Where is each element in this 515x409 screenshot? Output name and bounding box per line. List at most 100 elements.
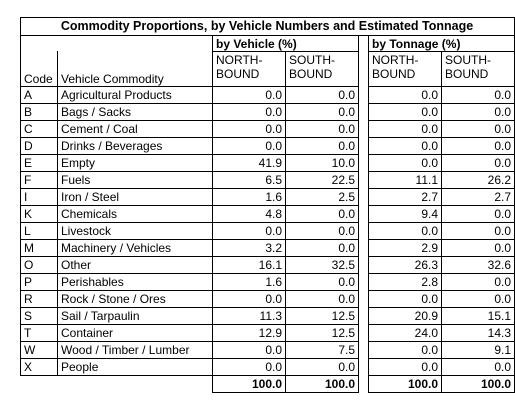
cell-commodity: Cement / Coal (61, 122, 138, 136)
cell-tonnage-southbound: 9.1 (494, 343, 511, 357)
cell-tonnage-southbound: 32.6 (487, 258, 511, 272)
cell-tonnage-northbound: 0.0 (421, 105, 438, 119)
cell-code: A (24, 88, 33, 102)
cell-code: B (24, 105, 33, 119)
grid-line (20, 290, 359, 291)
cell-code: I (24, 190, 28, 204)
column-header-vehicle-southbound: SOUTH-BOUND (289, 53, 335, 81)
cell-vehicle-southbound: 0.0 (338, 360, 355, 374)
cell-commodity: Wood / Timber / Lumber (61, 343, 190, 357)
title-border-top (20, 17, 515, 18)
cell-code: P (24, 275, 33, 289)
cell-commodity: Container (61, 326, 114, 340)
cell-code: O (24, 258, 34, 272)
cell-tonnage-northbound: 2.9 (421, 241, 438, 255)
cell-tonnage-northbound: 11.1 (415, 173, 438, 187)
cell-vehicle-northbound: 12.9 (258, 326, 282, 340)
cell-vehicle-southbound: 0.0 (338, 207, 355, 221)
grid-line (368, 324, 515, 325)
cell-code: C (24, 122, 33, 136)
grid-line (20, 341, 359, 342)
grid-line (368, 171, 515, 172)
cell-vehicle-southbound: 22.5 (331, 173, 355, 187)
grid-line (368, 256, 515, 257)
grid-line (368, 205, 515, 206)
cell-tonnage-northbound: 20.9 (414, 309, 438, 323)
column-header-vehicle-northbound: NORTH-BOUND (216, 53, 263, 81)
cell-commodity: Machinery / Vehicles (61, 241, 172, 255)
grid-line (368, 273, 515, 274)
grid-line (20, 137, 359, 138)
cell-code: L (24, 224, 31, 238)
column-header-code: Code (24, 72, 53, 86)
grid-line (368, 239, 515, 240)
cell-tonnage-northbound: 0.0 (421, 360, 438, 374)
grid-line (368, 51, 515, 52)
cell-vehicle-northbound: 0.0 (265, 224, 282, 238)
cell-vehicle-northbound: 11.3 (259, 309, 282, 323)
cell-vehicle-southbound: 0.0 (338, 275, 355, 289)
grid-line (20, 86, 359, 87)
grid-line (20, 120, 359, 121)
grid-line (20, 188, 359, 189)
cell-tonnage-southbound: 0.0 (494, 292, 511, 306)
grid-line (20, 17, 21, 376)
cell-code: K (24, 207, 33, 221)
cell-vehicle-southbound: 32.5 (331, 258, 355, 272)
cell-vehicle-northbound: 3.2 (265, 241, 282, 255)
grid-line (368, 392, 515, 393)
cell-commodity: Livestock (61, 224, 112, 238)
cell-vehicle-southbound: 10.0 (331, 156, 355, 170)
cell-vehicle-southbound: 0.0 (338, 105, 355, 119)
table-title: Commodity Proportions, by Vehicle Number… (60, 19, 474, 33)
cell-vehicle-northbound: 6.5 (265, 173, 282, 187)
cell-vehicle-southbound: 12.5 (331, 309, 355, 323)
cell-vehicle-southbound: 2.5 (338, 190, 355, 204)
group-header-vehicle: by Vehicle (%) (216, 37, 297, 51)
total-vehicle-southbound: 100.0 (324, 377, 355, 391)
column-header-commodity: Vehicle Commodity (61, 72, 164, 86)
grid-line (368, 358, 515, 359)
cell-tonnage-southbound: 0.0 (494, 224, 511, 238)
grid-line (368, 341, 515, 342)
cell-commodity: Chemicals (61, 207, 118, 221)
cell-vehicle-northbound: 0.0 (265, 88, 282, 102)
cell-code: F (24, 173, 32, 187)
column-header-tonnage-northbound: NORTH-BOUND (372, 53, 419, 81)
cell-tonnage-northbound: 0.0 (421, 139, 438, 153)
cell-vehicle-northbound: 0.0 (265, 105, 282, 119)
cell-vehicle-northbound: 4.8 (265, 207, 282, 221)
grid-line (20, 307, 359, 308)
grid-line (368, 222, 515, 223)
grid-line (20, 375, 359, 376)
grid-line (212, 392, 359, 393)
cell-vehicle-southbound: 0.0 (338, 122, 355, 136)
cell-commodity: Sail / Tarpaulin (61, 309, 140, 323)
cell-tonnage-southbound: 0.0 (494, 139, 511, 153)
cell-code: E (24, 156, 33, 170)
cell-vehicle-northbound: 0.0 (265, 292, 282, 306)
grid-line (20, 324, 359, 325)
grid-line (368, 307, 515, 308)
total-tonnage-southbound: 100.0 (480, 377, 511, 391)
cell-commodity: Perishables (61, 275, 124, 289)
cell-commodity: Agricultural Products (61, 88, 172, 102)
grid-line (368, 137, 515, 138)
cell-tonnage-southbound: 0.0 (494, 122, 511, 136)
grid-line (368, 120, 515, 121)
cell-vehicle-southbound: 7.5 (338, 343, 355, 357)
grid-line (20, 256, 359, 257)
cell-tonnage-northbound: 0.0 (421, 156, 438, 170)
cell-tonnage-northbound: 26.3 (414, 258, 438, 272)
cell-tonnage-southbound: 0.0 (494, 156, 511, 170)
cell-vehicle-northbound: 0.0 (265, 122, 282, 136)
cell-code: S (24, 309, 33, 323)
cell-commodity: Iron / Steel (61, 190, 120, 204)
cell-tonnage-southbound: 26.2 (487, 173, 511, 187)
total-vehicle-northbound: 100.0 (251, 377, 282, 391)
cell-vehicle-southbound: 0.0 (338, 292, 355, 306)
grid-line (368, 154, 515, 155)
cell-tonnage-southbound: 15.1 (487, 309, 511, 323)
cell-commodity: Empty (61, 156, 96, 170)
